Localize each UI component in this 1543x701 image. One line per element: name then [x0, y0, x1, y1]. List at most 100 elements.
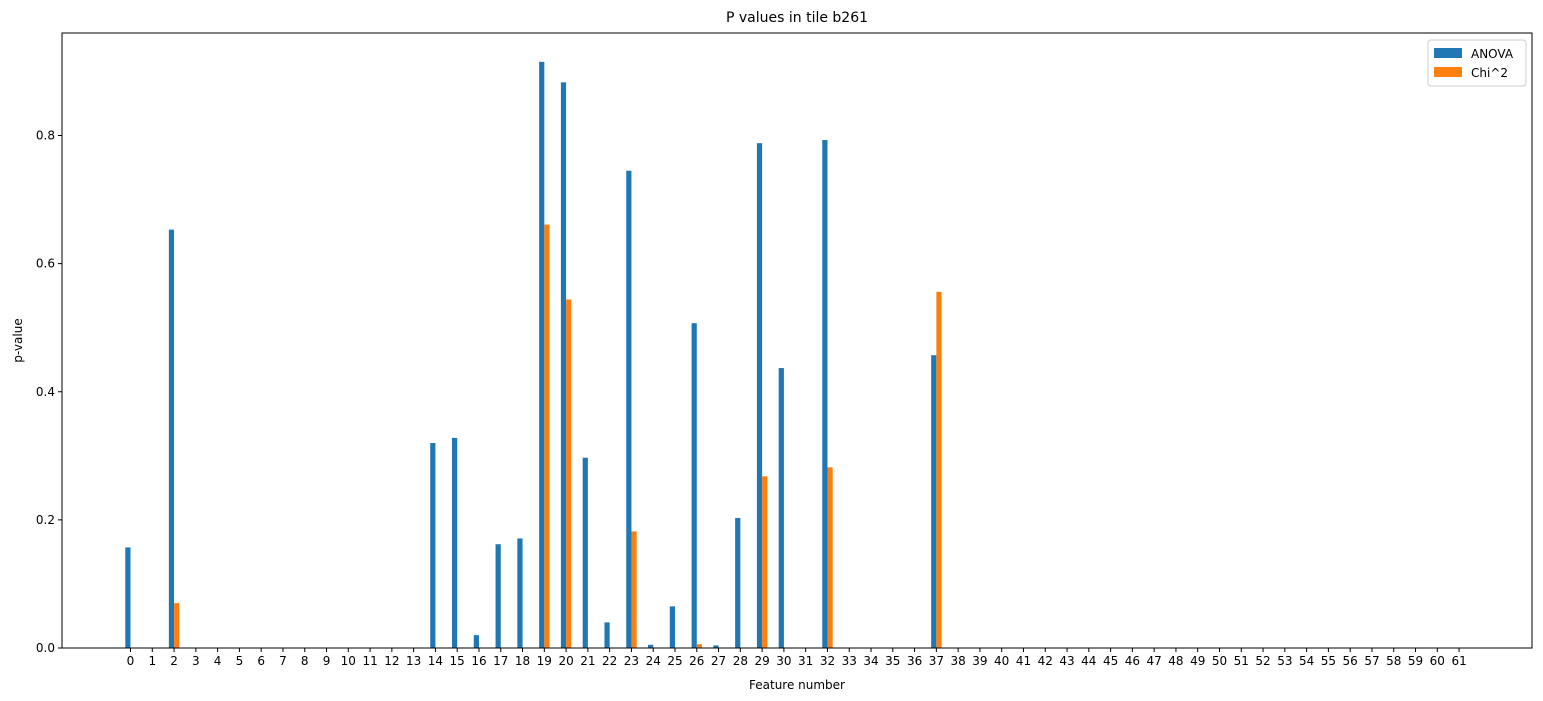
- bar-anova-26: [691, 323, 697, 648]
- y-tick-label: 0.2: [36, 513, 55, 527]
- legend-swatch: [1434, 48, 1462, 58]
- x-tick-label: 48: [1168, 654, 1183, 668]
- x-tick-label: 34: [863, 654, 878, 668]
- bar-chi2-32: [827, 467, 833, 648]
- x-tick-label: 24: [646, 654, 661, 668]
- x-tick-label: 41: [1016, 654, 1031, 668]
- x-tick-label: 28: [733, 654, 748, 668]
- legend-swatch: [1434, 67, 1462, 77]
- x-tick-label: 14: [428, 654, 443, 668]
- bar-anova-17: [495, 544, 501, 648]
- bar-anova-21: [582, 457, 588, 648]
- bar-anova-23: [626, 170, 632, 649]
- bar-anova-27: [713, 645, 719, 648]
- y-axis-ticks: 0.0 0.2 0.4 0.6 0.8: [36, 129, 62, 655]
- x-tick-label: 3: [192, 654, 200, 668]
- x-tick-label: 59: [1408, 654, 1423, 668]
- x-tick-label: 47: [1147, 654, 1162, 668]
- x-tick-label: 35: [885, 654, 900, 668]
- bar-anova-25: [669, 606, 675, 648]
- bar-anova-28: [735, 517, 741, 648]
- x-tick-label: 27: [711, 654, 726, 668]
- x-tick-label: 42: [1038, 654, 1053, 668]
- x-tick-label: 51: [1234, 654, 1249, 668]
- x-tick-label: 60: [1430, 654, 1445, 668]
- x-tick-label: 50: [1212, 654, 1227, 668]
- x-tick-label: 46: [1125, 654, 1140, 668]
- bar-anova-16: [473, 635, 479, 648]
- x-tick-label: 30: [776, 654, 791, 668]
- x-tick-label: 49: [1190, 654, 1205, 668]
- x-tick-label: 18: [515, 654, 530, 668]
- x-axis-ticks: 0 1 2 3 4 5 6 7 8 9 10 11 12 13 14 15 16 17 18 19 20 21 22 23 24…: [127, 648, 1467, 668]
- x-tick-label: 32: [820, 654, 835, 668]
- bar-anova-18: [517, 538, 523, 648]
- x-tick-label: 19: [537, 654, 552, 668]
- x-tick-label: 43: [1059, 654, 1074, 668]
- legend-label: ANOVA: [1471, 47, 1514, 61]
- y-tick-label: 0.8: [36, 129, 55, 143]
- x-tick-label: 53: [1277, 654, 1292, 668]
- bar-anova-0: [125, 547, 131, 648]
- bar-anova-20: [560, 82, 567, 648]
- bar-anova-14: [430, 443, 436, 648]
- x-tick-label: 2: [170, 654, 178, 668]
- plot-frame: [61, 32, 1533, 649]
- x-tick-label: 16: [471, 654, 486, 668]
- bars-group: [125, 61, 942, 649]
- x-tick-label: 31: [798, 654, 813, 668]
- legend-label: Chi^2: [1471, 66, 1508, 80]
- x-tick-label: 4: [214, 654, 222, 668]
- bar-chi2-37: [936, 291, 942, 648]
- x-tick-label: 37: [929, 654, 944, 668]
- bar-anova-2: [168, 229, 175, 649]
- y-tick-label: 0.6: [36, 257, 55, 271]
- bar-anova-15: [452, 437, 458, 649]
- x-tick-label: 40: [994, 654, 1009, 668]
- x-tick-label: 17: [493, 654, 508, 668]
- bar-anova-30: [778, 368, 784, 648]
- x-tick-label: 39: [972, 654, 987, 668]
- x-tick-label: 45: [1103, 654, 1118, 668]
- x-tick-label: 11: [362, 654, 377, 668]
- bar-chi2-19: [544, 224, 550, 649]
- x-tick-label: 9: [323, 654, 331, 668]
- x-tick-label: 61: [1451, 654, 1466, 668]
- x-tick-label: 20: [558, 654, 573, 668]
- x-tick-label: 54: [1299, 654, 1314, 668]
- x-tick-label: 12: [384, 654, 399, 668]
- x-tick-label: 29: [754, 654, 769, 668]
- x-tick-label: 36: [907, 654, 922, 668]
- bar-anova-19: [539, 61, 545, 648]
- bar-anova-37: [931, 355, 937, 648]
- x-tick-label: 0: [127, 654, 135, 668]
- bar-anova-32: [822, 139, 828, 649]
- x-tick-label: 57: [1364, 654, 1379, 668]
- x-tick-label: 23: [624, 654, 639, 668]
- y-tick-label: 0.0: [36, 641, 55, 655]
- chart-title: P values in tile b261: [726, 10, 868, 26]
- x-tick-label: 56: [1343, 654, 1358, 668]
- bar-anova-29: [756, 143, 763, 648]
- x-tick-label: 33: [842, 654, 857, 668]
- x-tick-label: 10: [341, 654, 356, 668]
- x-axis-label: Feature number: [749, 678, 845, 692]
- bar-chi2-23: [631, 531, 637, 648]
- x-tick-label: 8: [301, 654, 309, 668]
- bar-chi2-29: [762, 476, 768, 648]
- x-tick-label: 21: [580, 654, 595, 668]
- x-tick-label: 38: [950, 654, 965, 668]
- x-tick-label: 58: [1386, 654, 1401, 668]
- legend: ANOVA Chi^2: [1427, 39, 1527, 87]
- x-tick-label: 44: [1081, 654, 1096, 668]
- x-tick-label: 15: [450, 654, 465, 668]
- x-tick-label: 6: [257, 654, 265, 668]
- bar-chi2-20: [566, 299, 572, 648]
- y-axis-label: p-value: [11, 318, 25, 362]
- x-tick-label: 7: [279, 654, 287, 668]
- bar-anova-24: [648, 644, 654, 648]
- bar-chi2-26: [696, 644, 702, 648]
- x-tick-label: 55: [1321, 654, 1336, 668]
- y-tick-label: 0.4: [36, 385, 55, 399]
